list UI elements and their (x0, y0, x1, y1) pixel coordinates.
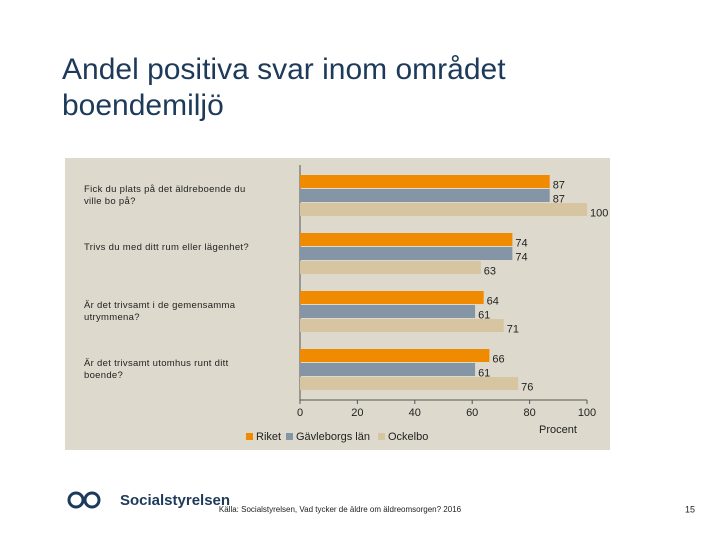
x-tick-label: 80 (523, 407, 535, 419)
data-label: 61 (478, 367, 490, 379)
category-label: Fick du plats på det äldreboende du vill… (84, 184, 246, 207)
x-axis-label: Procent (539, 424, 577, 436)
bar (300, 349, 490, 362)
data-label: 71 (507, 323, 519, 335)
data-label: 74 (515, 237, 527, 249)
x-tick-label: 0 (297, 407, 303, 419)
bar (300, 377, 519, 390)
data-label: 87 (553, 179, 565, 191)
x-tick-label: 60 (466, 407, 478, 419)
bar (300, 261, 481, 274)
legend-swatch (378, 433, 385, 440)
bar (300, 175, 550, 188)
legend-label: Ockelbo (388, 431, 428, 443)
bar (300, 319, 504, 332)
bar (300, 363, 476, 376)
data-label: 76 (521, 381, 533, 393)
x-tick-label: 40 (409, 407, 421, 419)
page-number: 15 (685, 504, 695, 514)
slide-title: Andel positiva svar inom området boendem… (62, 53, 506, 122)
x-tick-label: 100 (578, 407, 596, 419)
logo: Socialstyrelsen (120, 492, 230, 509)
category-label: Är det trivsamt i de gemensamma utrymmen… (84, 300, 236, 323)
data-label: 66 (492, 353, 504, 365)
bar (300, 189, 550, 202)
logo-mark (67, 491, 101, 509)
data-label: 87 (553, 193, 565, 205)
source: Källa: Socialstyrelsen, Vad tycker de äl… (219, 505, 462, 514)
category-label: Trivs du med ditt rum eller lägenhet? (84, 242, 249, 253)
bar (300, 247, 513, 260)
data-label: 74 (515, 251, 527, 263)
bar (300, 291, 484, 304)
x-tick-label: 20 (351, 407, 363, 419)
data-label: 63 (484, 265, 496, 277)
legend-swatch (246, 433, 253, 440)
legend-label: Riket (256, 431, 281, 443)
bar (300, 305, 476, 318)
bar (300, 203, 587, 216)
data-label: 64 (487, 295, 499, 307)
data-label: 61 (478, 309, 490, 321)
legend-swatch (286, 433, 293, 440)
bar (300, 233, 513, 246)
category-label: Är det trivsamt utomhus runt ditt boende… (84, 358, 229, 381)
data-label: 100 (590, 207, 608, 219)
legend-label: Gävleborgs län (296, 431, 370, 443)
